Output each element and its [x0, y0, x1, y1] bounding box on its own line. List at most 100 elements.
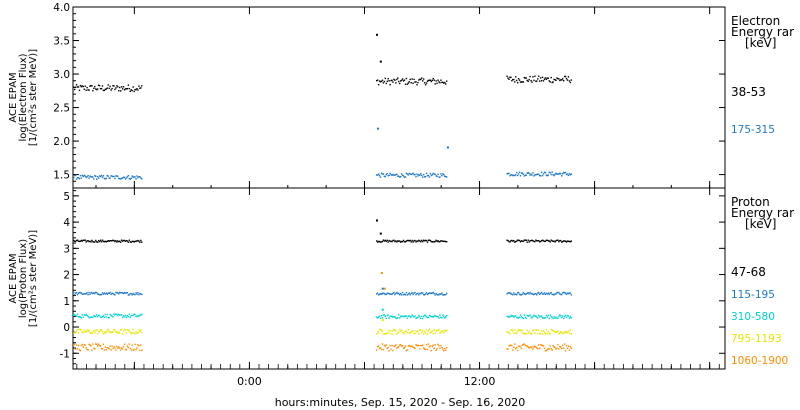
data-point [545, 328, 548, 331]
data-point [95, 239, 97, 242]
data-point [100, 347, 103, 350]
data-point [395, 317, 397, 319]
data-point [409, 239, 411, 242]
legend-header-line: [keV] [745, 36, 776, 50]
data-point [434, 240, 436, 243]
data-point [84, 85, 86, 87]
data-point [386, 292, 388, 295]
data-point [389, 293, 391, 295]
data-point [405, 291, 408, 294]
data-point [81, 174, 84, 177]
data-point [515, 314, 517, 317]
data-point [435, 292, 437, 295]
data-point [77, 331, 80, 334]
data-point [96, 293, 99, 295]
data-point [398, 314, 400, 316]
data-point [424, 175, 427, 178]
data-point [124, 178, 127, 180]
data-point [394, 79, 396, 81]
data-point [551, 349, 553, 351]
data-point [533, 346, 535, 348]
data-point [136, 332, 138, 335]
data-point [428, 292, 431, 294]
data-point [507, 332, 509, 334]
data-point [393, 328, 395, 331]
data-point [442, 240, 444, 243]
data-point [426, 348, 429, 351]
data-point [401, 174, 404, 177]
data-point [100, 174, 103, 177]
data-point [547, 348, 550, 350]
data-point [101, 292, 104, 294]
data-point [554, 317, 556, 319]
data-point [422, 80, 424, 82]
data-point [380, 172, 383, 175]
data-point [544, 240, 547, 243]
data-point [434, 294, 436, 296]
legend-entry: 175-315 [731, 124, 775, 136]
data-point [390, 330, 392, 332]
data-point [442, 81, 444, 83]
data-point [552, 174, 554, 176]
data-point [528, 330, 530, 333]
legend-entry: 310-580 [731, 311, 775, 323]
data-point [75, 178, 78, 180]
data-point [138, 329, 140, 331]
data-point [555, 348, 557, 350]
data-point [89, 316, 91, 319]
data-point [120, 347, 123, 349]
data-point [107, 84, 109, 86]
data-point [140, 239, 142, 242]
data-point [558, 315, 560, 318]
data-point [429, 332, 432, 334]
data-point [543, 317, 546, 319]
data-point [385, 317, 387, 319]
data-point [506, 348, 508, 350]
data-point [75, 84, 78, 86]
data-point [416, 344, 418, 347]
data-point [430, 292, 433, 294]
data-point [381, 240, 384, 243]
data-point [419, 329, 421, 331]
data-point [526, 345, 528, 347]
data-point [84, 175, 86, 177]
data-point [418, 314, 420, 317]
data-point [91, 239, 93, 242]
data-point [393, 345, 395, 347]
data-point [74, 174, 77, 177]
data-point [404, 241, 407, 243]
data-point [396, 173, 398, 176]
data-point [396, 347, 398, 349]
data-point [521, 172, 524, 174]
data-point [380, 315, 383, 317]
data-point [104, 313, 107, 316]
data-point [527, 171, 529, 174]
data-point [512, 78, 514, 81]
data-point [441, 240, 443, 242]
data-point [424, 332, 427, 334]
data-point [532, 76, 534, 78]
data-point [103, 89, 106, 92]
data-point [547, 331, 550, 333]
data-point [119, 314, 122, 316]
data-point [563, 343, 566, 345]
data-point [129, 241, 131, 243]
data-point [565, 241, 568, 243]
data-point [78, 177, 81, 180]
data-point [541, 293, 544, 295]
data-point [399, 175, 402, 178]
data-point [399, 293, 401, 296]
data-point [516, 82, 519, 84]
y-tick-label: 2 [63, 270, 70, 282]
data-point [430, 240, 433, 243]
data-point [84, 239, 86, 241]
data-point [130, 292, 132, 295]
data-point [73, 294, 76, 296]
data-point [405, 172, 408, 175]
data-point [528, 347, 530, 349]
data-point [513, 174, 515, 176]
data-point [562, 347, 565, 349]
data-point [527, 239, 529, 241]
data-point [138, 85, 140, 87]
data-point [538, 241, 541, 243]
